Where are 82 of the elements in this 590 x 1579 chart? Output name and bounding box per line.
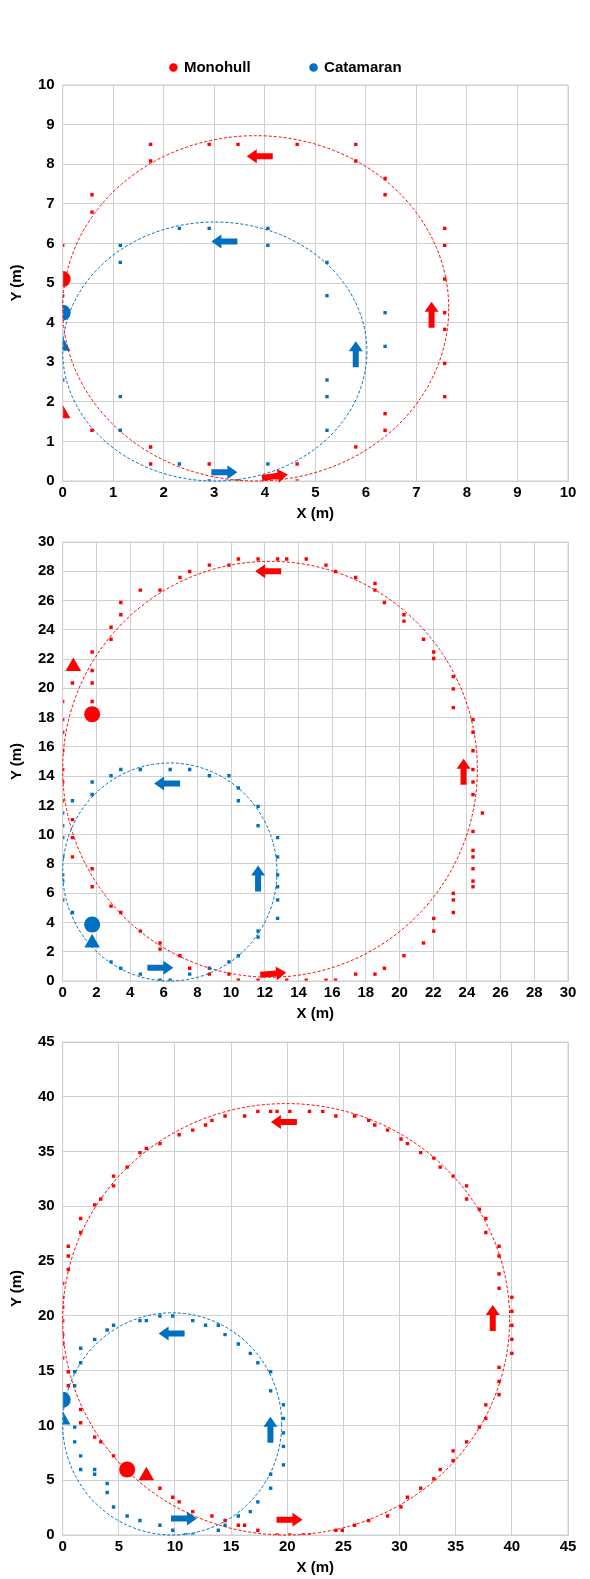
x-tick-label: 0 xyxy=(58,983,67,1001)
y-tick-label: 20 xyxy=(38,678,55,696)
legend-label: Monohull xyxy=(183,57,251,75)
y-tick-label: 2 xyxy=(46,941,55,959)
x-tick-label: 28 xyxy=(525,983,543,1001)
x-tick-label: 8 xyxy=(193,983,202,1001)
y-tick-label: 30 xyxy=(38,1196,55,1214)
x-tick-label: 22 xyxy=(424,983,442,1001)
y-tick-label: 12 xyxy=(38,795,55,813)
x-tick-label: 25 xyxy=(335,1537,352,1555)
y-tick-label: 16 xyxy=(38,737,55,755)
x-tick-label: 2 xyxy=(159,483,168,501)
y-tick-label: 14 xyxy=(38,766,56,784)
legend-label: Catamaran xyxy=(324,57,402,75)
y-tick-label: 35 xyxy=(38,1141,55,1159)
x-tick-label: 9 xyxy=(513,483,522,501)
x-tick-label: 6 xyxy=(159,983,168,1001)
x-tick-label: 10 xyxy=(559,483,577,501)
x-axis-title: X (m) xyxy=(296,1558,335,1576)
y-tick-label: 0 xyxy=(46,471,55,489)
x-tick-label: 45 xyxy=(559,1537,577,1555)
y-tick-label: 2 xyxy=(46,391,55,409)
x-tick-label: 1 xyxy=(109,483,118,501)
x-tick-label: 20 xyxy=(391,983,408,1001)
x-tick-label: 26 xyxy=(492,983,509,1001)
x-tick-label: 10 xyxy=(222,983,240,1001)
y-tick-label: 4 xyxy=(46,912,56,930)
y-tick-label: 26 xyxy=(38,590,55,608)
y-tick-label: 10 xyxy=(38,1415,55,1433)
y-tick-label: 45 xyxy=(38,1032,55,1050)
y-tick-label: 4 xyxy=(46,312,56,330)
x-tick-label: 35 xyxy=(447,1537,465,1555)
x-tick-label: 16 xyxy=(323,983,341,1001)
x-axis-title: X (m) xyxy=(296,1004,335,1022)
x-tick-label: 8 xyxy=(462,483,472,501)
x-tick-label: 4 xyxy=(260,483,270,501)
y-tick-label: 10 xyxy=(38,75,55,93)
y-tick-label: 22 xyxy=(38,649,55,667)
y-tick-label: 6 xyxy=(46,883,55,901)
y-tick-label: 20 xyxy=(38,1306,55,1324)
x-tick-label: 5 xyxy=(114,1537,123,1555)
x-tick-label: 0 xyxy=(58,483,67,501)
y-tick-label: 15 xyxy=(38,1360,55,1378)
x-tick-label: 10 xyxy=(166,1537,184,1555)
y-tick-label: 0 xyxy=(46,971,55,989)
x-tick-label: 30 xyxy=(391,1537,408,1555)
x-axis-title: X (m) xyxy=(296,504,335,522)
x-tick-label: 5 xyxy=(311,483,320,501)
y-tick-label: 8 xyxy=(46,154,55,172)
y-tick-label: 1 xyxy=(46,431,55,449)
y-tick-label: 5 xyxy=(46,1470,55,1488)
x-tick-label: 15 xyxy=(222,1537,240,1555)
x-tick-label: 30 xyxy=(559,983,577,1001)
y-tick-label: 6 xyxy=(46,233,55,251)
y-tick-label: 25 xyxy=(38,1251,55,1269)
x-tick-label: 3 xyxy=(210,483,219,501)
y-tick-label: 30 xyxy=(38,532,55,550)
y-axis-title: Y (m) xyxy=(7,742,25,781)
y-tick-label: 8 xyxy=(46,854,55,872)
y-tick-label: 40 xyxy=(38,1086,55,1104)
x-tick-label: 24 xyxy=(458,983,476,1001)
y-tick-label: 28 xyxy=(38,561,55,579)
x-tick-label: 2 xyxy=(92,983,101,1001)
y-tick-label: 0 xyxy=(46,1525,55,1543)
y-axis-title: Y (m) xyxy=(7,264,25,302)
y-tick-label: 7 xyxy=(46,193,55,211)
x-tick-label: 0 xyxy=(58,1537,67,1555)
x-tick-label: 20 xyxy=(278,1537,296,1555)
x-tick-label: 6 xyxy=(361,483,371,501)
y-tick-label: 9 xyxy=(46,114,55,132)
y-tick-label: 5 xyxy=(46,273,55,291)
y-tick-label: 3 xyxy=(46,352,55,370)
x-tick-label: 4 xyxy=(125,983,135,1001)
y-tick-label: 10 xyxy=(38,824,55,842)
x-tick-label: 14 xyxy=(290,983,308,1001)
y-tick-label: 18 xyxy=(38,707,55,725)
y-tick-label: 24 xyxy=(38,619,56,637)
y-axis-title: Y (m) xyxy=(7,1269,25,1308)
x-tick-label: 12 xyxy=(256,983,274,1001)
x-tick-label: 40 xyxy=(503,1537,521,1555)
x-tick-label: 7 xyxy=(412,483,421,501)
x-tick-label: 18 xyxy=(357,983,375,1001)
